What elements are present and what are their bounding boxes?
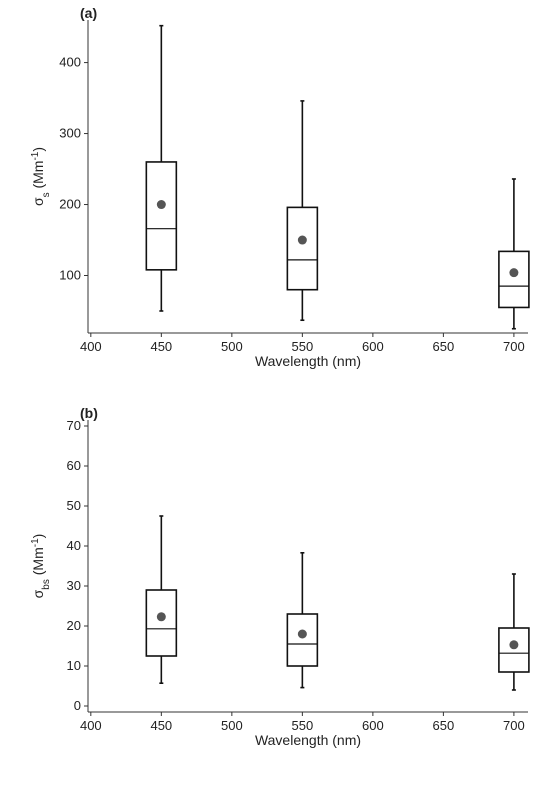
y-axis-label-part: σ bbox=[30, 589, 46, 598]
y-axis-label-part: bs bbox=[41, 579, 52, 590]
y-tick-label: 0 bbox=[74, 698, 81, 713]
box bbox=[145, 161, 178, 271]
mean-dot bbox=[297, 629, 307, 639]
mean-dot bbox=[156, 200, 166, 210]
y-tick-label: 300 bbox=[59, 126, 81, 141]
x-tick-label: 450 bbox=[150, 718, 172, 733]
mean-dot bbox=[509, 268, 519, 278]
y-axis-label-part: (Mm bbox=[30, 161, 46, 193]
y-tick-label: 40 bbox=[67, 538, 81, 553]
x-tick-label: 700 bbox=[503, 718, 525, 733]
x-tick-label: 550 bbox=[292, 339, 314, 354]
y-axis-label-part: -1 bbox=[30, 151, 41, 160]
y-axis-label-part: ) bbox=[30, 534, 46, 539]
y-axis-label-part: s bbox=[41, 192, 52, 197]
mean-dot bbox=[156, 612, 166, 622]
y-tick-label: 400 bbox=[59, 55, 81, 70]
y-tick-label: 20 bbox=[67, 618, 81, 633]
y-tick-label: 30 bbox=[67, 578, 81, 593]
box bbox=[498, 627, 530, 673]
y-tick-label: 100 bbox=[59, 268, 81, 283]
x-tick-label: 500 bbox=[221, 718, 243, 733]
y-tick-label: 50 bbox=[67, 498, 81, 513]
x-tick-label: 550 bbox=[292, 718, 314, 733]
mean-dot bbox=[297, 235, 307, 245]
x-axis-label: Wavelength (nm) bbox=[255, 732, 361, 748]
x-tick-label: 600 bbox=[362, 718, 384, 733]
box bbox=[286, 613, 319, 667]
x-tick-label: 700 bbox=[503, 339, 525, 354]
x-tick-label: 400 bbox=[80, 718, 102, 733]
y-axis-label: σs (Mm-1) bbox=[30, 147, 52, 206]
box bbox=[286, 206, 319, 291]
x-tick-label: 500 bbox=[221, 339, 243, 354]
y-axis-label-part: -1 bbox=[30, 538, 41, 547]
y-axis-label: σbs (Mm-1) bbox=[30, 534, 52, 599]
y-axis-label-part: σ bbox=[30, 197, 46, 206]
panel-label: (b) bbox=[80, 405, 98, 421]
x-tick-label: 650 bbox=[433, 718, 455, 733]
y-tick-label: 70 bbox=[67, 418, 81, 433]
x-axis-label: Wavelength (nm) bbox=[255, 353, 361, 369]
box bbox=[498, 250, 530, 309]
y-tick-label: 60 bbox=[67, 458, 81, 473]
y-axis-label-part: ) bbox=[30, 147, 46, 152]
x-tick-label: 650 bbox=[433, 339, 455, 354]
x-tick-label: 400 bbox=[80, 339, 102, 354]
x-tick-label: 450 bbox=[150, 339, 172, 354]
x-tick-label: 600 bbox=[362, 339, 384, 354]
panel-label: (a) bbox=[80, 5, 97, 21]
box bbox=[145, 589, 178, 657]
mean-dot bbox=[509, 640, 519, 650]
y-tick-label: 10 bbox=[67, 658, 81, 673]
y-axis-label-part: (Mm bbox=[30, 547, 46, 579]
y-tick-label: 200 bbox=[59, 197, 81, 212]
